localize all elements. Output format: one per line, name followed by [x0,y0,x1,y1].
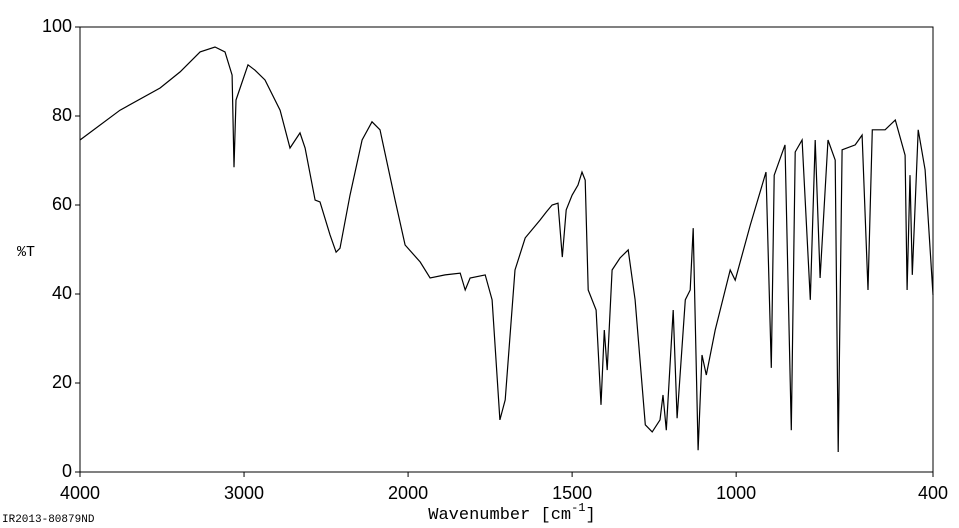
y-tick-label: 40 [52,283,72,303]
y-tick-label: 100 [42,16,72,36]
x-tick-label: 400 [918,483,948,503]
x-tick-label: 2000 [388,483,428,503]
plot-frame [79,26,934,473]
x-axis-label-end: ] [586,506,596,525]
y-tick-label: 80 [52,105,72,125]
x-tick-label: 1500 [552,483,592,503]
x-axis-label: Wavenumber [cm-1] [428,501,595,525]
x-tick-label: 1000 [716,483,756,503]
x-axis-label-main: Wavenumber [cm [428,506,571,525]
y-tick-label: 60 [52,194,72,214]
x-tick-label: 3000 [224,483,264,503]
x-axis-label-sup: -1 [571,501,585,515]
x-tick-label: 4000 [60,483,100,503]
y-tick-label: 20 [52,372,72,392]
sample-id: IR2013-80879ND [2,514,95,526]
y-tick-label: 0 [62,461,72,481]
spectrum-line [79,46,934,453]
y-axis-label: %T [17,244,35,261]
